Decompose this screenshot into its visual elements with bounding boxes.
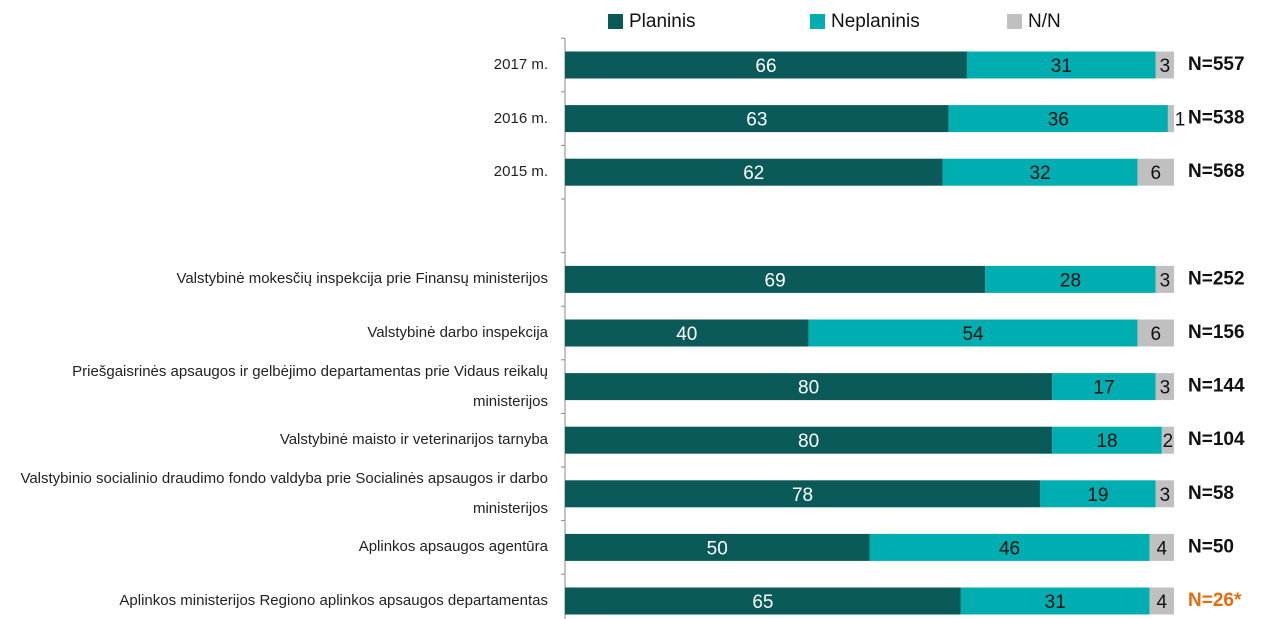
category-label: Aplinkos ministerijos Regiono aplinkos a… (119, 592, 548, 609)
bar-segment (565, 373, 1053, 401)
bar-segment (1052, 373, 1156, 401)
bar-segment (1052, 426, 1162, 454)
bar-segment (1149, 533, 1174, 561)
value-label: 1 (1175, 110, 1186, 131)
bar-segment (565, 533, 870, 561)
value-label: 69 (765, 270, 786, 291)
value-label: 78 (792, 485, 813, 506)
bar-segment (565, 587, 961, 615)
sample-size: N=538 (1188, 108, 1245, 129)
bar-segment (565, 105, 949, 133)
bar-segment (1149, 587, 1174, 615)
value-label: 4 (1157, 538, 1168, 559)
bar-segment (1040, 480, 1156, 508)
bar-segment (565, 158, 943, 186)
sample-size: N=144 (1188, 376, 1245, 397)
bar-segment (1155, 265, 1174, 293)
sample-size: N=156 (1188, 322, 1245, 343)
bar-segment (869, 533, 1150, 561)
value-label: 31 (1045, 592, 1066, 613)
bar-segment (960, 587, 1150, 615)
value-label: 40 (676, 324, 697, 345)
value-label: 3 (1160, 378, 1171, 399)
bar-segment (565, 51, 967, 79)
category-label: Priešgaisrinės apsaugos ir gelbėjimo dep… (72, 362, 548, 410)
bar-segment (985, 265, 1156, 293)
sample-size: N=26* (1188, 590, 1242, 611)
value-label: 50 (707, 538, 728, 559)
category-label: Valstybinio socialinio draudimo fondo va… (20, 469, 548, 517)
value-label: 36 (1048, 110, 1069, 131)
value-label: 62 (743, 163, 764, 184)
value-label: 2 (1163, 431, 1174, 452)
bar-segment (1155, 373, 1174, 401)
sample-size: N=568 (1188, 161, 1245, 182)
category-label: Valstybinė mokesčių inspekcija prie Fina… (176, 270, 548, 288)
bar-segment (565, 319, 809, 347)
value-label: 18 (1096, 431, 1117, 452)
value-label: 63 (746, 110, 767, 131)
category-label: 2016 m. (493, 109, 548, 127)
value-label: 6 (1150, 324, 1161, 345)
value-label: 4 (1157, 592, 1168, 613)
sample-size: N=104 (1188, 429, 1245, 450)
bar-segment (948, 105, 1168, 133)
bar-segment (1155, 51, 1174, 79)
value-label: 3 (1160, 56, 1171, 77)
sample-size: N=252 (1188, 268, 1245, 289)
legend-label: Planinis (629, 11, 696, 32)
value-label: 17 (1093, 378, 1114, 399)
legend-swatch (608, 14, 623, 29)
sample-size: N=58 (1188, 483, 1234, 504)
bar-segment (1137, 158, 1174, 186)
value-label: 19 (1087, 485, 1108, 506)
category-label: Valstybinė darbo inspekcija (367, 324, 548, 341)
bar-segment (1155, 480, 1174, 508)
legend-label: N/N (1028, 11, 1061, 32)
category-label: 2017 m. (493, 56, 548, 73)
value-label: 32 (1029, 163, 1050, 184)
category-label: Aplinkos apsaugos agentūra (358, 538, 548, 556)
value-label: 31 (1051, 56, 1072, 77)
bar-segment (1161, 426, 1174, 454)
sample-size: N=557 (1188, 54, 1245, 75)
bar-segment (808, 319, 1138, 347)
bar-segment (942, 158, 1138, 186)
legend-label: Neplaninis (831, 11, 920, 32)
value-label: 3 (1160, 270, 1171, 291)
legend-swatch (810, 14, 825, 29)
value-label: 65 (752, 592, 773, 613)
value-label: 80 (798, 431, 819, 452)
bar-segment (565, 265, 986, 293)
category-label: 2015 m. (493, 163, 548, 181)
sample-size: N=50 (1188, 536, 1234, 557)
legend-swatch (1007, 14, 1022, 29)
value-label: 66 (755, 56, 776, 77)
value-label: 6 (1150, 163, 1161, 184)
value-label: 3 (1160, 485, 1171, 506)
bar-segment (966, 51, 1156, 79)
value-label: 80 (798, 378, 819, 399)
category-label: Valstybinė maisto ir veterinarijos tarny… (279, 431, 548, 449)
bar-segment (1167, 105, 1174, 133)
bar-segment (565, 480, 1041, 508)
bar-segment (1137, 319, 1174, 347)
bar-segment (565, 426, 1053, 454)
value-label: 54 (962, 324, 984, 345)
value-label: 28 (1060, 270, 1081, 291)
value-label: 46 (999, 538, 1020, 559)
